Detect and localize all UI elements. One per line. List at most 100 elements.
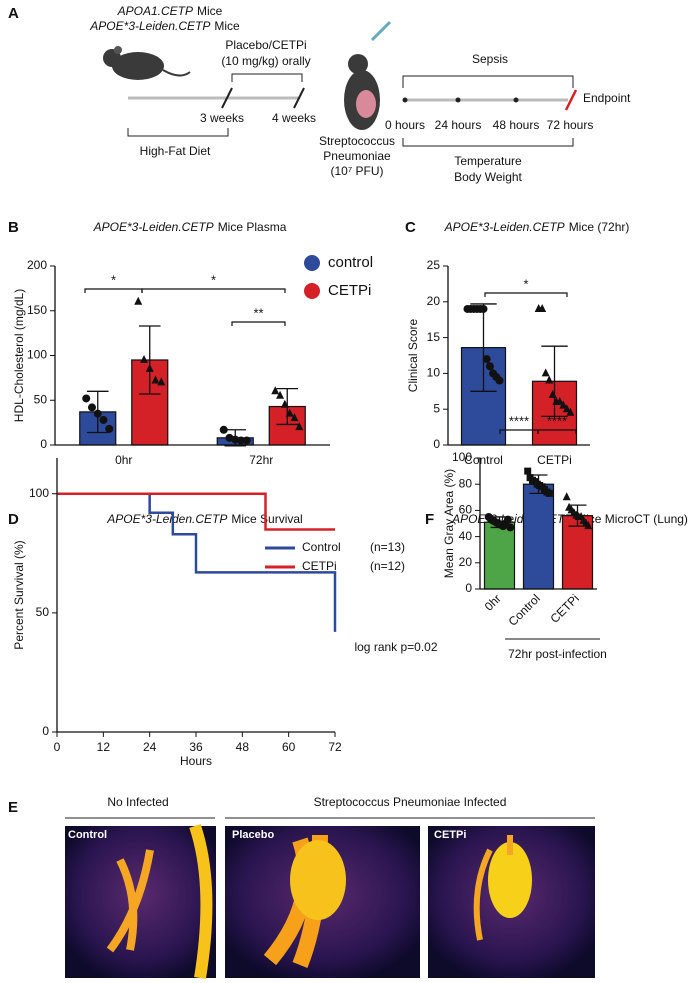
data-point xyxy=(566,407,575,416)
chart-panel: C APOE*3-Leiden.CETP Mice (72hr) Control CET… xyxy=(405,219,629,467)
bracket xyxy=(402,75,574,88)
y-tick-label: 20 xyxy=(459,555,473,569)
panel-letter: C xyxy=(405,219,416,236)
significance-label: **** xyxy=(509,413,529,428)
data-point xyxy=(105,424,114,433)
group-label: No Infected xyxy=(107,795,168,809)
y-tick-label: 100 xyxy=(452,450,472,464)
x-tick-label: 12 xyxy=(97,740,111,754)
y-axis-label: HDL-Cholesterol (mg/dL) xyxy=(12,289,26,422)
significance-label: * xyxy=(111,272,116,287)
bar xyxy=(522,483,555,590)
data-point xyxy=(545,375,554,384)
x-tick-label: 60 xyxy=(282,740,296,754)
y-tick-label: 40 xyxy=(459,529,473,543)
measure: Body Weight xyxy=(454,170,522,184)
data-point xyxy=(93,409,102,418)
x-tick-label: CETPi xyxy=(537,453,572,467)
legend-n: (n=12) xyxy=(370,559,405,573)
y-tick-label: 50 xyxy=(34,392,48,406)
diet: High-Fat Diet xyxy=(140,144,211,158)
chart-panel: D APOE*3-Leiden.CETP Mice Survival 0 12 24 36 4… xyxy=(8,458,438,768)
marker xyxy=(293,87,305,109)
endpoint: Endpoint xyxy=(583,91,631,105)
data-point xyxy=(584,521,593,530)
title-strain: APOE*3-Leiden.CETP xyxy=(93,220,214,234)
y-tick-label: 0 xyxy=(433,437,440,451)
title-text: Mice Survival xyxy=(231,512,302,526)
infection: Pneumoniae xyxy=(323,149,391,163)
time-label: 48 hours xyxy=(493,118,540,132)
measure: Temperature xyxy=(454,154,522,168)
data-point xyxy=(495,376,504,385)
phase: Sepsis xyxy=(472,52,508,66)
time-label: 24 hours xyxy=(435,118,482,132)
y-tick-label: 80 xyxy=(459,476,473,490)
strain-label: APOE*3-Leiden.CETP Mice xyxy=(89,19,240,33)
y-tick-label: 60 xyxy=(459,503,473,517)
chart-panel: B APOE*3-Leiden.CETP Mice Plasma 0hr 72hr con… xyxy=(8,219,373,467)
time-label: 72 hours xyxy=(547,118,594,132)
x-tick-label: 24 xyxy=(143,740,157,754)
data-point xyxy=(99,415,108,424)
panel-letter: B xyxy=(8,219,19,236)
marker xyxy=(221,87,233,109)
x-tick-label: Control xyxy=(506,591,543,628)
y-tick-label: 0 xyxy=(465,581,472,595)
data-point xyxy=(280,399,289,408)
data-point xyxy=(134,296,143,305)
y-axis-label: Clinical Score xyxy=(406,318,420,392)
data-point xyxy=(242,436,251,445)
data-point xyxy=(237,436,246,445)
data-point xyxy=(151,375,160,384)
title-strain: APOE*3-Leiden.CETP xyxy=(106,512,227,526)
panel-letter: D xyxy=(8,511,19,528)
y-tick-label: 20 xyxy=(427,294,441,308)
y-axis-label: Mean Gray Area (%) xyxy=(442,469,456,578)
legend-swatch xyxy=(304,255,320,271)
panel-a: A APOA1.CETP Mice APOE*3-Leiden.CETP Mice … xyxy=(8,4,631,184)
data-point xyxy=(285,408,294,417)
time-label: 3 weeks xyxy=(200,111,244,125)
data-point xyxy=(485,362,494,371)
chart-title: APOE*3-Leiden.CETP Mice (72hr) xyxy=(444,220,630,234)
legend-label: control xyxy=(328,254,373,271)
data-point xyxy=(295,422,304,431)
y-tick-label: 100 xyxy=(29,486,49,500)
time-label: 0 hours xyxy=(385,118,425,132)
title-text: Mice (72hr) xyxy=(569,220,630,234)
chart-title: APOE*3-Leiden.CETP Mice Survival xyxy=(106,512,302,526)
x-tick-label: 0hr xyxy=(482,591,504,613)
x-tick-label: 0hr xyxy=(115,453,132,467)
data-point xyxy=(482,355,491,364)
legend-label: CETPi xyxy=(328,282,371,299)
y-tick-label: 100 xyxy=(27,348,47,362)
title-text: Mice Plasma xyxy=(218,220,287,234)
survival-line xyxy=(57,492,335,531)
chart-panel: F APOE*3-Leiden.CETP Mice MicroCT (Lung)0h… xyxy=(425,413,688,661)
panel-letter: A xyxy=(8,5,19,22)
x-tick-label: CETPi xyxy=(547,591,581,625)
x-axis-label: Hours xyxy=(180,754,212,768)
data-point xyxy=(219,425,228,434)
legend-swatch xyxy=(304,283,320,299)
significance-bracket xyxy=(84,288,143,293)
significance-bracket xyxy=(141,288,286,293)
bar xyxy=(483,521,516,590)
data-point xyxy=(479,304,488,313)
y-tick-label: 50 xyxy=(36,605,50,619)
significance-label: * xyxy=(211,272,216,287)
bracket xyxy=(231,73,303,82)
data-point xyxy=(87,403,96,412)
y-axis-label: Percent Survival (%) xyxy=(12,540,26,649)
ct-image xyxy=(65,826,216,978)
significance-bracket xyxy=(537,429,577,434)
data-point xyxy=(541,368,550,377)
image-label: Control xyxy=(68,829,107,841)
data-point xyxy=(145,363,154,372)
significance-label: * xyxy=(523,276,528,291)
data-point xyxy=(290,413,299,422)
chart-title: APOE*3-Leiden.CETP Mice Plasma xyxy=(93,220,287,234)
image-label: CETPi xyxy=(434,829,466,841)
significance-label: ** xyxy=(253,305,263,320)
